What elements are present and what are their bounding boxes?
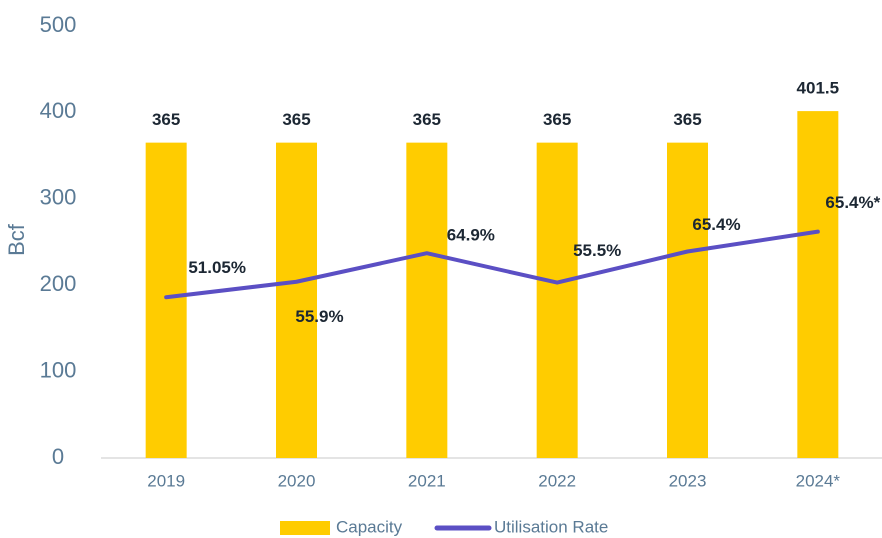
bar-value-label: 365 [413,110,441,129]
y-tick-label: 200 [40,271,77,296]
bar [145,142,187,458]
line-value-label: 65.4% [692,215,740,234]
y-tick-label: 500 [40,12,77,37]
bar-value-label: 365 [152,110,180,129]
x-tick-label: 2024* [796,471,841,490]
line-value-label: 64.9% [447,226,495,245]
legend-label: Utilisation Rate [494,517,608,536]
x-tick-label: 2019 [147,471,185,490]
x-tick-label: 2020 [278,471,316,490]
bar [797,111,839,458]
line-value-label: 55.9% [295,307,343,326]
bar-value-label: 365 [543,110,571,129]
line-value-label: 65.4%* [825,193,880,212]
legend-label: Capacity [336,517,403,536]
bar [276,142,317,458]
line [164,229,820,300]
x-tick-label: 2023 [669,471,707,490]
bar [667,142,708,458]
bar-value-label: 401.5 [797,79,840,98]
x-tick-label: 2021 [408,471,446,490]
y-tick-label: 100 [40,357,77,382]
bar-value-label: 365 [282,110,310,129]
line-value-label: 55.5% [573,241,621,260]
y-tick-label: 400 [40,98,77,123]
legend-swatch [280,521,330,535]
y-tick-label: 0 [52,444,64,469]
bar-value-label: 365 [673,110,701,129]
line-value-label: 51.05% [188,258,246,277]
bar [536,142,578,458]
bar [406,142,448,458]
y-tick-label: 300 [40,185,77,210]
x-tick-label: 2022 [538,471,576,490]
y-axis-label: Bcf [4,223,29,256]
